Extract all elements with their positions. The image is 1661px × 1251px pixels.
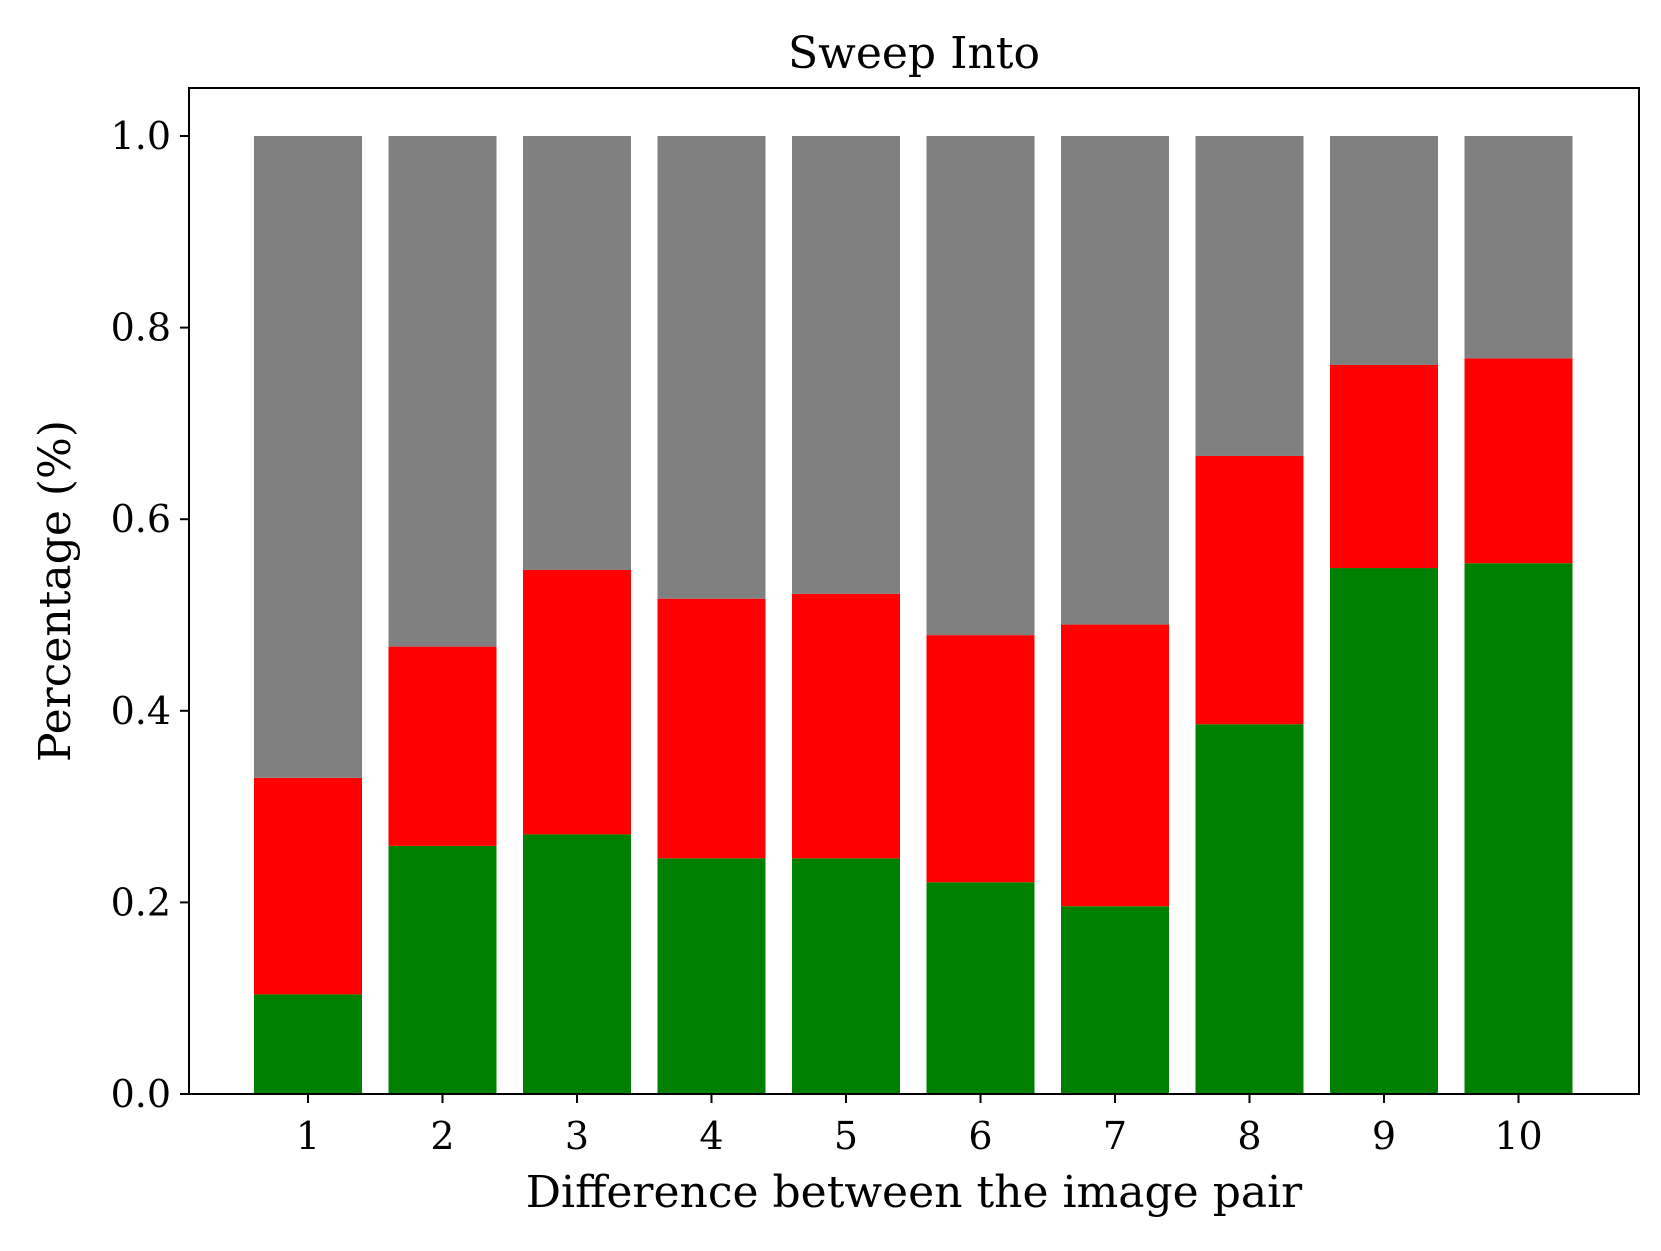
bar-segment-2-cat-5 (792, 593, 900, 859)
bar-segment-1-cat-10 (1464, 563, 1573, 1094)
y-tick-label: 1.0 (111, 114, 171, 158)
bar-segment-3-cat-9 (1330, 136, 1438, 365)
y-tick-label: 0.0 (111, 1072, 171, 1116)
bar-segment-2-cat-8 (1195, 455, 1304, 725)
bar-segment-1-cat-9 (1330, 568, 1438, 1094)
bar-segment-1-cat-8 (1195, 724, 1304, 1094)
bar-segment-3-cat-10 (1464, 136, 1573, 359)
bar-segment-1-cat-5 (792, 858, 900, 1094)
y-tick-label: 0.6 (111, 497, 171, 541)
bars-layer (254, 136, 1573, 1094)
y-tick-label: 0.2 (111, 880, 171, 924)
x-tick-label: 9 (1372, 1114, 1396, 1158)
bar-segment-3-cat-1 (254, 136, 362, 778)
bar-segment-1-cat-1 (254, 994, 362, 1094)
x-tick-label: 8 (1237, 1114, 1261, 1158)
x-tick-label: 1 (296, 1114, 320, 1158)
x-tick-label: 7 (1103, 1114, 1127, 1158)
y-tick-label: 0.4 (111, 689, 171, 733)
bar-segment-2-cat-6 (926, 635, 1035, 883)
bar-segment-2-cat-1 (254, 777, 362, 995)
y-axis-label: Percentage (%) (30, 420, 81, 762)
bar-segment-3-cat-6 (926, 136, 1035, 636)
x-tick-label: 6 (968, 1114, 992, 1158)
y-tick-label: 0.8 (111, 306, 171, 350)
x-tick-label: 3 (565, 1114, 589, 1158)
bar-segment-3-cat-5 (792, 136, 900, 594)
bar-segment-3-cat-7 (1061, 136, 1169, 625)
bar-segment-3-cat-2 (388, 136, 497, 647)
bar-segment-2-cat-4 (657, 598, 766, 859)
bar-segment-2-cat-2 (388, 646, 497, 846)
bar-segment-2-cat-9 (1330, 364, 1438, 569)
x-tick-label: 5 (834, 1114, 858, 1158)
bar-segment-1-cat-3 (523, 834, 631, 1094)
bar-segment-3-cat-3 (523, 136, 631, 570)
bar-segment-3-cat-4 (657, 136, 766, 599)
bar-segment-1-cat-4 (657, 858, 766, 1094)
x-tick-label: 2 (430, 1114, 454, 1158)
bar-segment-3-cat-8 (1195, 136, 1304, 456)
x-tick-label: 10 (1494, 1114, 1542, 1158)
bar-segment-1-cat-7 (1061, 906, 1169, 1094)
bar-segment-1-cat-6 (926, 882, 1035, 1094)
bar-segment-1-cat-2 (388, 845, 497, 1094)
x-tick-label: 4 (699, 1114, 723, 1158)
ticks-layer: 1 2 3 4 5 6 7 8 9 10 0.0 0.2 0.4 0.6 0.8 1.0 (111, 114, 1543, 1158)
bar-segment-2-cat-7 (1061, 624, 1169, 907)
x-axis-label: Difference between the image pair (526, 1167, 1303, 1218)
plot-frame (188, 87, 1640, 1095)
chart-title: Sweep Into (788, 28, 1040, 79)
bar-segment-2-cat-3 (523, 569, 631, 835)
bar-segment-2-cat-10 (1464, 358, 1573, 564)
